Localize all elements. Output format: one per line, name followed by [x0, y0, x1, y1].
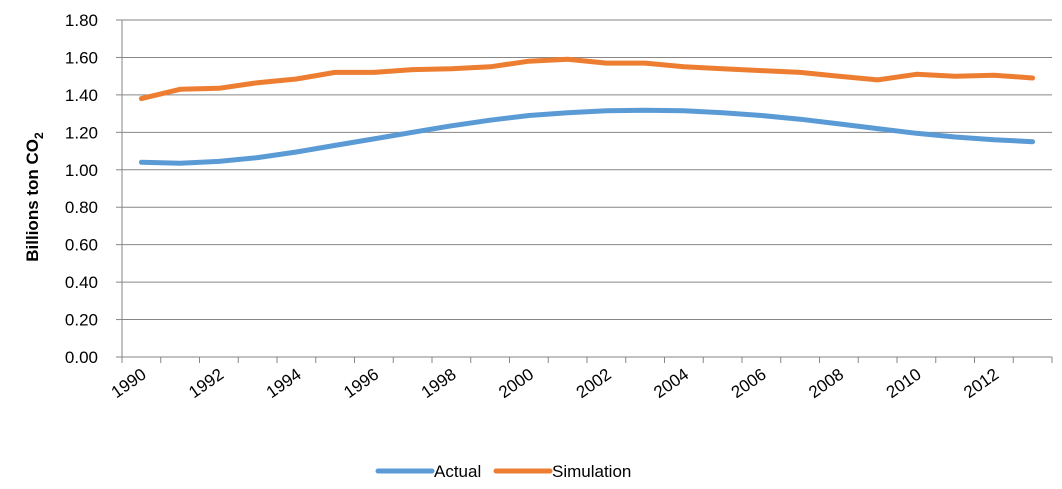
- y-tick-label: 0.00: [65, 348, 98, 367]
- axes: [116, 19, 1053, 363]
- legend-label-simulation: Simulation: [552, 462, 631, 481]
- y-tick-label: 1.00: [65, 161, 98, 180]
- x-tick-label: 2000: [495, 365, 537, 402]
- legend: Actual Simulation: [375, 462, 631, 481]
- series-line-actual: [138, 107, 1036, 166]
- x-tick-label: 2006: [728, 365, 770, 402]
- y-axis-title-subscript: 2: [32, 132, 46, 139]
- x-tick-label: 2002: [573, 365, 615, 402]
- legend-label-actual: Actual: [434, 462, 481, 481]
- y-tick-label: 0.60: [65, 236, 98, 255]
- y-tick-label: 1.40: [65, 86, 98, 105]
- series-lines: [138, 56, 1036, 166]
- x-tick-label: 1992: [185, 365, 227, 402]
- y-tick-label: 1.60: [65, 48, 98, 67]
- x-tick-label: 1990: [108, 365, 150, 402]
- y-tick-label: 1.80: [65, 11, 98, 30]
- y-tick-label: 0.20: [65, 311, 98, 330]
- y-tick-labels: 0.00 0.20 0.40 0.60 0.80 1.00 1.20 1.40 1.60 1.80: [65, 11, 98, 367]
- x-tick-labels: 1990 1992 1994 1996 1998 2000 2002 2004 2006 2008…: [108, 365, 1002, 402]
- gridlines: [122, 19, 1052, 321]
- x-tick-label: 2012: [960, 365, 1002, 402]
- y-axis-title: Billions ton CO2: [23, 132, 46, 262]
- y-axis-title-text: Billions ton CO: [23, 139, 42, 262]
- y-tick-label: 0.40: [65, 273, 98, 292]
- x-tick-label: 1998: [418, 365, 460, 402]
- x-tick-label: 2004: [650, 365, 692, 402]
- x-tick-label: 1996: [340, 365, 382, 402]
- x-tick-label: 1994: [263, 365, 305, 402]
- x-tick-label: 2010: [883, 365, 925, 402]
- y-tick-label: 0.80: [65, 198, 98, 217]
- x-tick-label: 2008: [805, 365, 847, 402]
- series-line-simulation: [138, 56, 1036, 102]
- y-tick-label: 1.20: [65, 123, 98, 142]
